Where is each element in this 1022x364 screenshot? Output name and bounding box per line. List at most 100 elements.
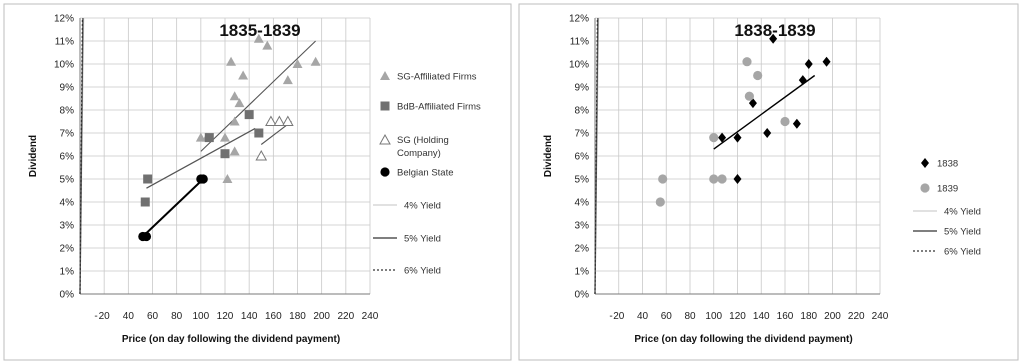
data-point-sg-holding-company	[255, 149, 268, 161]
legend-label: 6% Yield	[944, 247, 981, 258]
data-point-sg-affiliated-firms	[292, 59, 303, 68]
data-point-bdb-affiliated-firms	[244, 110, 254, 120]
data-point-1838	[798, 75, 807, 86]
5-yield-line	[79, 17, 84, 295]
data-point-1838	[792, 118, 801, 129]
panel-frame	[3, 3, 512, 361]
x-tick-label: 140	[241, 311, 258, 322]
x-axis-label: Price (on day following the dividend pay…	[634, 334, 852, 345]
y-tick-label: 12%	[54, 14, 74, 25]
legend-item-1838: 1838	[921, 158, 958, 170]
series-1839	[655, 57, 790, 207]
legend-item-belgian-state: Belgian State	[380, 167, 454, 179]
legend-marker	[920, 183, 930, 193]
data-point-sg-affiliated-firms	[262, 40, 273, 50]
y-tick-label: 7%	[575, 129, 590, 140]
trendline	[713, 74, 816, 150]
x-tick-label: 240	[872, 311, 889, 322]
trendline	[200, 40, 317, 152]
data-point-1839	[709, 133, 719, 143]
yield-lines	[594, 17, 600, 295]
y-tick-label: 11%	[570, 37, 589, 48]
y-tick-label: 3%	[575, 221, 590, 232]
data-point-sg-holding-company	[273, 115, 286, 126]
x-tick-label: 60	[661, 311, 673, 322]
x-tick-label: 100	[192, 311, 209, 322]
data-point-1838	[733, 132, 742, 143]
y-tick-label: 4%	[575, 198, 590, 209]
legend-item-sg-affiliated-firms: SG-Affiliated Firms	[380, 71, 477, 83]
legend-label: SG (Holding Company)	[397, 135, 449, 159]
y-tick-label: 9%	[60, 83, 75, 94]
x-tick-label: 120	[217, 311, 234, 322]
x-tick-label: 240	[362, 311, 379, 322]
y-tick-label: 4%	[60, 198, 75, 209]
x-tick-label: 80	[684, 311, 696, 322]
y-tick-label: 9%	[575, 83, 590, 94]
legend-label: Belgian State	[397, 168, 454, 179]
y-tick-label: 7%	[60, 129, 75, 140]
tick-labels: 0% 1% 2% 3% 4% 5% 6% 7% 8% 9% 10% 11% 12% - 20 40 60 80 10…	[54, 14, 379, 323]
y-tick-label: 12%	[569, 14, 589, 25]
data-point-sg-affiliated-firms	[310, 56, 321, 66]
y-tick-label: 0%	[60, 290, 75, 301]
data-point-bdb-affiliated-firms	[254, 128, 264, 138]
y-tick-label: 11%	[55, 37, 74, 48]
data-point-sg-holding-company	[265, 115, 277, 126]
y-tick-label: 3%	[60, 221, 75, 232]
data-point-sg-affiliated-firms	[229, 146, 240, 156]
legend-item-6-yield: 6% Yield	[913, 247, 981, 258]
data-point-1838	[748, 98, 757, 109]
x-tick-label: 20	[99, 311, 111, 322]
x-tick-label: 60	[147, 311, 159, 322]
legend-item-sg-holding-company: SG (Holding Company)	[379, 133, 449, 159]
x-tick-label: 200	[313, 311, 330, 322]
yield-lines	[79, 17, 85, 295]
data-point-sg-affiliated-firms	[229, 116, 240, 126]
x-tick-label: 80	[171, 311, 183, 322]
y-tick-label: 10%	[569, 60, 589, 71]
y-tick-label: 2%	[60, 244, 75, 255]
trendlines	[713, 74, 816, 150]
data-point-1838	[718, 132, 727, 143]
legend-label: 5% Yield	[944, 227, 981, 238]
legend-label: SG-Affiliated Firms	[397, 72, 477, 83]
5-yield-line	[594, 17, 599, 295]
chart-panel-1838-1839: 0% 1% 2% 3% 4% 5% 6% 7% 8% 9% 10% 11% 12% - 20 40 60 80 10…	[518, 3, 1019, 361]
y-tick-label: 8%	[575, 106, 590, 117]
legend-marker	[921, 158, 929, 168]
data-point-bdb-affiliated-firms	[140, 197, 150, 207]
data-point-1838	[804, 59, 813, 69]
y-tick-label: 2%	[575, 244, 590, 255]
legend-item-5-yield: 5% Yield	[913, 227, 981, 238]
legend-item-4-yield: 4% Yield	[373, 201, 441, 212]
data-point-1838	[822, 56, 831, 67]
legend-label: 4% Yield	[404, 201, 441, 212]
data-point-1839	[780, 116, 790, 127]
data-point-sg-affiliated-firms	[222, 174, 233, 183]
x-tick-label: -	[609, 311, 612, 322]
legend-label: 5% Yield	[404, 234, 441, 245]
legend-label: 1839	[937, 184, 958, 195]
series-bdb-affiliated-firms	[140, 110, 264, 207]
y-tick-label: 8%	[60, 106, 75, 117]
y-tick-label: 6%	[575, 152, 590, 163]
y-tick-label: 0%	[575, 290, 590, 301]
trendline	[142, 178, 204, 238]
x-tick-label: 180	[289, 311, 306, 322]
series-sg-holding-company	[255, 115, 294, 161]
chart-title: 1835-1839	[219, 21, 300, 40]
x-tick-label: 220	[337, 311, 354, 322]
data-point-1838	[769, 33, 778, 44]
legend: 1838 1839 4% Yield 5% Yield 6% Yield	[913, 158, 981, 258]
y-tick-label: 10%	[54, 60, 74, 71]
x-tick-label: 220	[848, 311, 865, 322]
data-point-1839	[744, 91, 754, 101]
data-point-1839	[658, 174, 668, 184]
data-point-sg-affiliated-firms	[253, 33, 264, 43]
data-point-bdb-affiliated-firms	[204, 133, 214, 143]
series-sg-affiliated-firms	[195, 33, 321, 183]
legend-item-bdb-affiliated-firms: BdB-Affiliated Firms	[380, 101, 481, 113]
data-point-1839	[742, 57, 752, 67]
